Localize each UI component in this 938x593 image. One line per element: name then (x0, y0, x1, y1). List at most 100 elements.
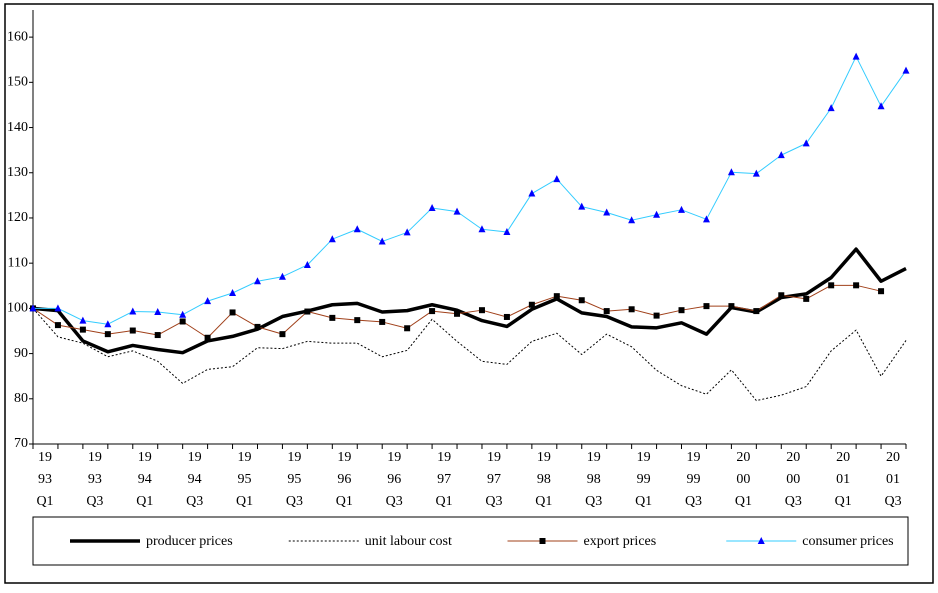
marker (528, 301, 535, 308)
marker (853, 282, 860, 289)
marker (628, 306, 635, 313)
x-tick-label: Q3 (685, 494, 702, 509)
marker (354, 317, 361, 324)
x-tick-label: 01 (886, 472, 900, 487)
x-tick-label: 00 (786, 472, 800, 487)
y-tick-label: 80 (14, 391, 28, 406)
marker (827, 104, 835, 112)
marker (703, 303, 710, 310)
marker (253, 277, 261, 285)
x-tick-label: Q3 (186, 494, 203, 509)
x-tick-label: Q3 (785, 494, 802, 509)
marker (204, 334, 211, 341)
y-tick-label: 70 (14, 436, 28, 451)
marker (379, 318, 386, 325)
marker (503, 227, 511, 235)
y-tick-label: 110 (8, 255, 28, 270)
marker (628, 216, 636, 224)
legend-label: unit labour cost (365, 534, 452, 549)
marker (454, 310, 461, 317)
marker (328, 235, 336, 243)
marker (727, 168, 735, 176)
x-tick-label: 98 (587, 472, 601, 487)
marker (753, 308, 760, 315)
marker (179, 310, 187, 318)
marker (802, 139, 810, 147)
marker (79, 316, 87, 324)
marker (303, 260, 311, 268)
x-tick-label: 99 (687, 472, 701, 487)
marker (603, 208, 611, 216)
series-line (32, 247, 907, 355)
x-tick-label: 93 (88, 472, 102, 487)
x-tick-label: 95 (238, 472, 252, 487)
y-tick-label: 90 (14, 346, 28, 361)
x-tick-label: 20 (836, 450, 850, 465)
x-tick-label: 19 (38, 450, 52, 465)
x-tick-label: Q3 (884, 494, 901, 509)
x-tick-label: 95 (287, 472, 301, 487)
x-tick-label: 19 (188, 450, 202, 465)
marker (777, 151, 785, 159)
marker (79, 326, 86, 333)
marker (678, 205, 686, 213)
marker (104, 331, 111, 338)
x-tick-label: Q1 (36, 494, 53, 509)
x-tick-label: Q1 (236, 494, 253, 509)
x-tick-label: Q1 (735, 494, 752, 509)
marker (179, 318, 186, 325)
x-tick-label: 19 (88, 450, 102, 465)
x-tick-label: 19 (637, 450, 651, 465)
x-tick-label: Q1 (136, 494, 153, 509)
marker (653, 210, 661, 218)
marker (104, 320, 112, 328)
marker (129, 307, 137, 315)
x-tick-label: 20 (786, 450, 800, 465)
x-tick-label: 20 (886, 450, 900, 465)
marker (204, 297, 212, 305)
y-tick-label: 130 (7, 165, 28, 180)
series-line (33, 56, 907, 325)
marker (229, 309, 236, 316)
x-tick-label: Q3 (585, 494, 602, 509)
marker (503, 313, 510, 320)
marker (553, 293, 560, 300)
marker (304, 308, 311, 315)
x-tick-label: 19 (387, 450, 401, 465)
x-tick-label: Q3 (86, 494, 103, 509)
marker (653, 312, 660, 319)
x-tick-label: Q1 (535, 494, 552, 509)
legend-label: consumer prices (802, 534, 893, 549)
x-tick-label: 19 (337, 450, 351, 465)
marker (154, 332, 161, 339)
marker (403, 228, 411, 236)
x-tick-label: 97 (487, 472, 501, 487)
x-tick-label: Q1 (635, 494, 652, 509)
legend-label: producer prices (146, 534, 233, 549)
marker (29, 304, 37, 312)
y-tick-label: 140 (7, 120, 28, 135)
marker (54, 304, 62, 312)
x-tick-label: 19 (587, 450, 601, 465)
y-tick-label: 100 (7, 301, 28, 316)
marker (553, 175, 561, 183)
marker (428, 204, 436, 212)
marker (539, 538, 546, 544)
marker (229, 289, 237, 297)
x-tick-label: 19 (487, 450, 501, 465)
marker (728, 303, 735, 310)
x-tick-label: Q1 (835, 494, 852, 509)
marker (279, 331, 286, 338)
marker (278, 272, 286, 280)
x-tick-label: 94 (188, 472, 202, 487)
x-tick-label: 98 (537, 472, 551, 487)
x-tick-label: 19 (537, 450, 551, 465)
marker (878, 288, 885, 295)
x-tick-label: Q1 (436, 494, 453, 509)
marker (578, 202, 586, 210)
marker (453, 207, 461, 215)
x-tick-label: 19 (437, 450, 451, 465)
marker (757, 537, 765, 544)
marker (603, 308, 610, 315)
